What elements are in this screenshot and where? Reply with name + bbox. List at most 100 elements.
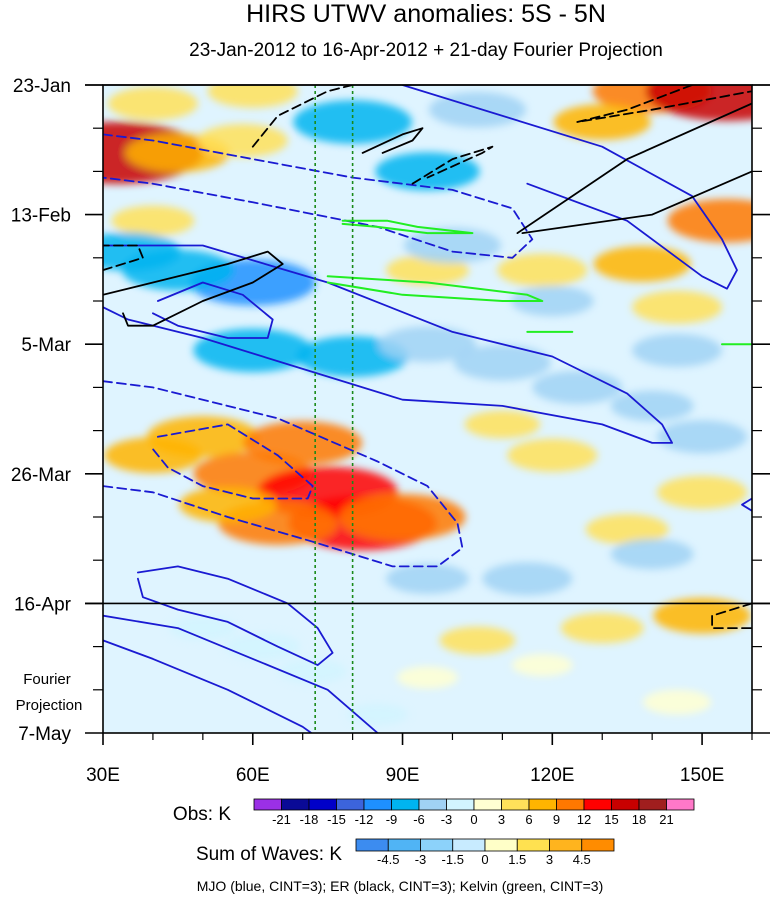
anomaly-blob	[243, 421, 363, 465]
colorbar-tick-label: -6	[413, 812, 425, 827]
anomaly-blob	[224, 632, 301, 661]
anomaly-blob	[168, 615, 238, 641]
er-contour	[103, 250, 284, 327]
anomaly-blob	[403, 227, 502, 264]
mjo-contour	[103, 133, 534, 259]
mjo-contour	[152, 423, 314, 500]
colorbar-swatch	[638, 798, 667, 811]
plot-border	[102, 84, 753, 734]
anomaly-blob	[107, 87, 198, 121]
x-tick-label: 60E	[236, 765, 270, 786]
anomaly-blob	[464, 410, 541, 439]
anomaly-blob	[111, 205, 195, 236]
colorbar-tick-label: -3	[415, 852, 427, 867]
y-axis: 23-Jan 13-Feb 5-Mar 26-Mar 16-Apr 7-May	[11, 76, 770, 745]
er-contour	[711, 602, 752, 629]
x-tick-label: 150E	[680, 765, 724, 786]
anomaly-blob	[511, 653, 573, 677]
colorbar-tick-label: 6	[525, 812, 532, 827]
y-tick-label: 13-Feb	[11, 206, 71, 227]
colorbar-tick-label: 0	[470, 812, 477, 827]
anomaly-blob	[278, 658, 347, 684]
colorbar-tick-label: -15	[327, 812, 346, 827]
anomaly-blob	[642, 689, 712, 715]
colorbar-swatch	[253, 798, 282, 811]
anomaly-blob	[375, 152, 480, 191]
anomaly-blob	[610, 538, 694, 570]
colorbar-swatch	[363, 798, 392, 811]
er-contour	[361, 127, 424, 154]
x-tick-label: 90E	[386, 765, 420, 786]
colorbar-tick-label: -18	[300, 812, 319, 827]
y-tick-label: 5-Mar	[21, 335, 71, 356]
anomaly-blob	[632, 290, 723, 324]
colorbar-swatch	[583, 798, 612, 811]
anomaly-blob	[439, 626, 516, 655]
mjo-contour	[103, 244, 673, 444]
er-contour	[251, 85, 354, 148]
colorbar-swatch	[452, 838, 486, 852]
obs-colorbar-label: Obs: K	[173, 804, 231, 825]
anomaly-blob	[339, 493, 466, 541]
anomaly-blob	[386, 563, 469, 594]
anomaly-blob	[657, 420, 748, 454]
anomaly-blob	[593, 246, 691, 282]
kelvin-contour	[341, 219, 474, 235]
anomaly-blob	[632, 333, 723, 367]
obs-colorbar: -21 -18 -15 -12 -9 -6 -3 0 3 6 9 12 15 18 21	[253, 798, 695, 827]
anomaly-blob	[197, 124, 288, 158]
colorbar-tick-label: 21	[659, 812, 673, 827]
colorbar-swatch	[666, 798, 695, 811]
anomaly-blob	[147, 416, 259, 458]
colorbar-tick-label: 18	[632, 812, 646, 827]
anomaly-blob	[497, 253, 588, 287]
colorbar-tick-label: 9	[553, 812, 560, 827]
anomaly-blob	[453, 344, 551, 381]
colorbar-swatch	[391, 798, 420, 811]
projection-label-line1: Fourier	[23, 671, 71, 688]
colorbar-swatch	[528, 798, 557, 811]
chart-subtitle: 23-Jan-2012 to 16-Apr-2012 + 21-day Four…	[189, 40, 663, 61]
colorbar-swatch	[355, 838, 389, 852]
anomaly-blob	[482, 562, 573, 596]
colorbar-swatch	[484, 838, 518, 852]
colorbar-swatch	[418, 798, 447, 811]
colorbar-tick-label: 12	[577, 812, 591, 827]
mjo-contour	[103, 380, 464, 568]
anomaly-blob	[646, 85, 752, 121]
colorbar-tick-label: 0	[481, 852, 488, 867]
colorbar-tick-label: -3	[441, 812, 453, 827]
mjo-contour	[401, 85, 738, 290]
anomaly-blob	[378, 326, 477, 363]
anomaly-blob	[653, 597, 751, 634]
anomaly-blob	[396, 666, 459, 689]
colorbar-tick-label: 15	[604, 812, 618, 827]
waves-colorbar-label: Sum of Waves: K	[196, 844, 342, 865]
colorbar-swatch	[611, 798, 640, 811]
anomaly-blob	[507, 438, 598, 472]
colorbar-swatch	[308, 798, 337, 811]
mjo-contour	[103, 614, 379, 733]
colorbar-swatch	[549, 838, 583, 852]
colorbar-tick-label: -4.5	[377, 852, 399, 867]
x-tick-label: 30E	[86, 765, 120, 786]
colorbar-tick-label: 3	[546, 852, 553, 867]
anomaly-blob	[207, 85, 298, 108]
mjo-contour	[137, 565, 334, 666]
mjo-contour	[741, 497, 752, 512]
y-tick-label: 23-Jan	[13, 76, 71, 97]
wave-contours	[103, 85, 752, 733]
colorbar-tick-label: 4.5	[573, 852, 591, 867]
reference-lines	[85, 85, 770, 733]
kelvin-contour	[326, 275, 544, 302]
anomaly-blob	[532, 370, 623, 404]
footer-note: MJO (blue, CINT=3); ER (black, CINT=3); …	[197, 878, 604, 894]
x-axis: 30E 60E 90E 120E 150E	[86, 733, 753, 786]
chart-title: HIRS UTWV anomalies: 5S - 5N	[246, 0, 606, 28]
anomaly-blob	[179, 486, 277, 523]
er-contour	[516, 102, 752, 234]
mjo-contour	[152, 281, 274, 339]
waves-colorbar: -4.5 -3 -1.5 0 1.5 3 4.5	[355, 838, 615, 867]
y-tick-label: 26-Mar	[11, 465, 72, 486]
colorbar-swatch	[336, 798, 365, 811]
